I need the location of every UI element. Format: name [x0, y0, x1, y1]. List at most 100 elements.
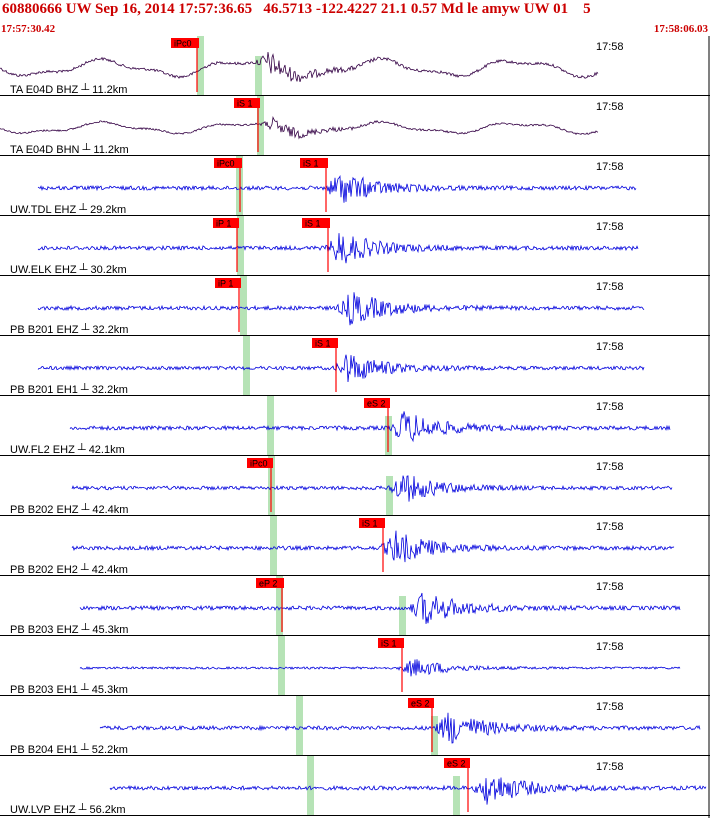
- phase-pick-flag[interactable]: iPc0: [247, 458, 273, 512]
- station-label: PB B201 EHZ ┴ 32.2km: [10, 322, 128, 336]
- waveform-trace: [37, 233, 639, 264]
- phase-window-band: [453, 776, 460, 816]
- trace-row[interactable]: eS 2 UW.FL2 EHZ ┴ 42.1km 17:58: [0, 396, 710, 456]
- station-label: TA E04D BHZ ┴ 11.2km: [10, 82, 127, 96]
- phase-window-band: [240, 276, 247, 336]
- pick-flag-box: [312, 338, 338, 348]
- pick-label: iP 1: [218, 279, 233, 289]
- header-bar: 60880666 UW Sep 16, 2014 17:57:36.65 46.…: [0, 0, 710, 36]
- station-label: UW.TDL EHZ ┴ 29.2km: [10, 202, 126, 216]
- pick-flag-box: [378, 638, 404, 648]
- waveform-trace: [109, 777, 707, 805]
- pick-flag-box: [408, 698, 434, 708]
- waveform-trace: [69, 411, 671, 443]
- phase-window-band: [431, 716, 438, 756]
- phase-pick-flag[interactable]: eS 2: [408, 698, 434, 752]
- phase-pick-flag[interactable]: iS 1: [312, 338, 338, 392]
- station-label: PB B204 EH1 ┴ 52.2km: [10, 742, 128, 756]
- pick-label: iP 1: [216, 219, 231, 229]
- trace-row[interactable]: eS 2 PB B204 EH1 ┴ 52.2km 17:58: [0, 696, 710, 756]
- trace-row[interactable]: iPc0 PB B202 EHZ ┴ 42.4km 17:58: [0, 456, 710, 516]
- phase-pick-flag[interactable]: iS 1: [300, 158, 328, 212]
- phase-window-band: [267, 396, 274, 456]
- waveform-trace: [79, 659, 681, 677]
- station-label: PB B202 EHZ ┴ 42.4km: [10, 502, 128, 516]
- pick-flag-box: [359, 518, 385, 528]
- time-label: 17:58: [596, 161, 624, 173]
- phase-pick-flag[interactable]: iS 1: [302, 218, 330, 272]
- phase-window-band: [278, 636, 285, 696]
- pick-label: eS 2: [411, 699, 430, 709]
- waveform-trace: [0, 51, 599, 83]
- phase-window-band: [386, 476, 393, 516]
- pick-flag-box: [171, 38, 199, 48]
- pick-label: iS 1: [381, 639, 397, 649]
- phase-pick-flag[interactable]: iPc0: [171, 38, 199, 92]
- time-label: 17:58: [596, 401, 624, 413]
- seismogram-panel: iPc0 TA E04D BHZ ┴ 11.2km 17:58 iS 1 TA E04D…: [0, 36, 710, 818]
- phase-window-band: [257, 96, 264, 156]
- phase-pick-flag[interactable]: iP 1: [215, 278, 241, 332]
- trace-row[interactable]: eP 2 PB B203 EHZ ┴ 45.3km 17:58: [0, 576, 710, 636]
- phase-window-band: [237, 216, 244, 276]
- phase-window-band: [270, 516, 277, 576]
- phase-pick-flag[interactable]: eS 2: [364, 398, 390, 452]
- pick-flag-box: [300, 158, 328, 168]
- time-label: 17:58: [596, 641, 624, 653]
- waveform-trace: [37, 175, 637, 203]
- pick-flag-box: [256, 578, 284, 588]
- time-label: 17:58: [596, 41, 624, 53]
- phase-pick-flag[interactable]: iS 1: [359, 518, 385, 572]
- time-label: 17:58: [596, 281, 624, 293]
- pick-flag-box: [213, 218, 239, 228]
- phase-window-band: [197, 36, 204, 96]
- station-label: UW.FL2 EHZ ┴ 42.1km: [10, 442, 125, 456]
- trace-row[interactable]: iP 1 PB B201 EHZ ┴ 32.2km 17:58: [0, 276, 710, 336]
- trace-row[interactable]: eS 2 UW.LVP EHZ ┴ 56.2km 17:58: [0, 756, 710, 816]
- pick-flag-box: [247, 458, 273, 468]
- phase-pick-flag[interactable]: eS 2: [444, 758, 470, 812]
- trace-row[interactable]: iP 1 iS 1 UW.ELK EHZ ┴ 30.2km 17:58: [0, 216, 710, 276]
- waveform-trace: [71, 530, 675, 563]
- phase-pick-flag[interactable]: eP 2: [256, 578, 284, 632]
- trace-row[interactable]: iPc0 TA E04D BHZ ┴ 11.2km 17:58: [0, 36, 710, 96]
- time-label: 17:58: [596, 761, 624, 773]
- phase-pick-flag[interactable]: iS 1: [378, 638, 404, 692]
- time-label: 17:58: [596, 701, 624, 713]
- time-label: 17:58: [596, 461, 624, 473]
- waveform-trace: [71, 475, 673, 502]
- phase-pick-flag[interactable]: iP 1: [213, 218, 239, 272]
- trace-row[interactable]: iPc0 iS 1 UW.TDL EHZ ┴ 29.2km 17:58: [0, 156, 710, 216]
- station-label: PB B202 EH2 ┴ 42.4km: [10, 562, 128, 576]
- pick-label: eS 2: [367, 399, 386, 409]
- time-label: 17:58: [596, 341, 624, 353]
- end-time: 17:58:06.03: [653, 23, 708, 35]
- station-label: TA E04D BHN ┴ 11.2km: [10, 142, 129, 156]
- trace-row[interactable]: iS 1 PB B203 EH1 ┴ 45.3km 17:58: [0, 636, 710, 696]
- time-label: 17:58: [596, 101, 624, 113]
- station-label: UW.ELK EHZ ┴ 30.2km: [10, 262, 127, 276]
- phase-window-band: [296, 696, 303, 756]
- phase-pick-flag[interactable]: iS 1: [234, 98, 260, 152]
- station-label: PB B203 EH1 ┴ 45.3km: [10, 682, 128, 696]
- pick-label: iS 1: [315, 339, 331, 349]
- waveform-trace: [0, 116, 599, 140]
- start-time: 17:57:30.42: [1, 23, 56, 35]
- phase-pick-flag[interactable]: iPc0: [214, 158, 242, 212]
- trace-row[interactable]: iS 1 TA E04D BHN ┴ 11.2km 17:58: [0, 96, 710, 156]
- station-label: PB B201 EH1 ┴ 32.2km: [10, 382, 128, 396]
- trace-row[interactable]: iS 1 PB B201 EH1 ┴ 32.2km 17:58: [0, 336, 710, 396]
- pick-label: eP 2: [259, 579, 277, 589]
- time-label: 17:58: [596, 221, 624, 233]
- phase-window-band: [307, 756, 314, 816]
- time-label: 17:58: [596, 581, 624, 593]
- pick-label: iPc0: [250, 459, 268, 469]
- waveform-trace: [99, 712, 701, 744]
- trace-row[interactable]: iS 1 PB B202 EH2 ┴ 42.4km 17:58: [0, 516, 710, 576]
- pick-label: iS 1: [237, 99, 253, 109]
- pick-flag-box: [444, 758, 470, 768]
- pick-flag-box: [302, 218, 330, 228]
- event-title: 60880666 UW Sep 16, 2014 17:57:36.65 46.…: [2, 1, 591, 17]
- station-label: PB B203 EHZ ┴ 45.3km: [10, 622, 128, 636]
- pick-label: eS 2: [447, 759, 466, 769]
